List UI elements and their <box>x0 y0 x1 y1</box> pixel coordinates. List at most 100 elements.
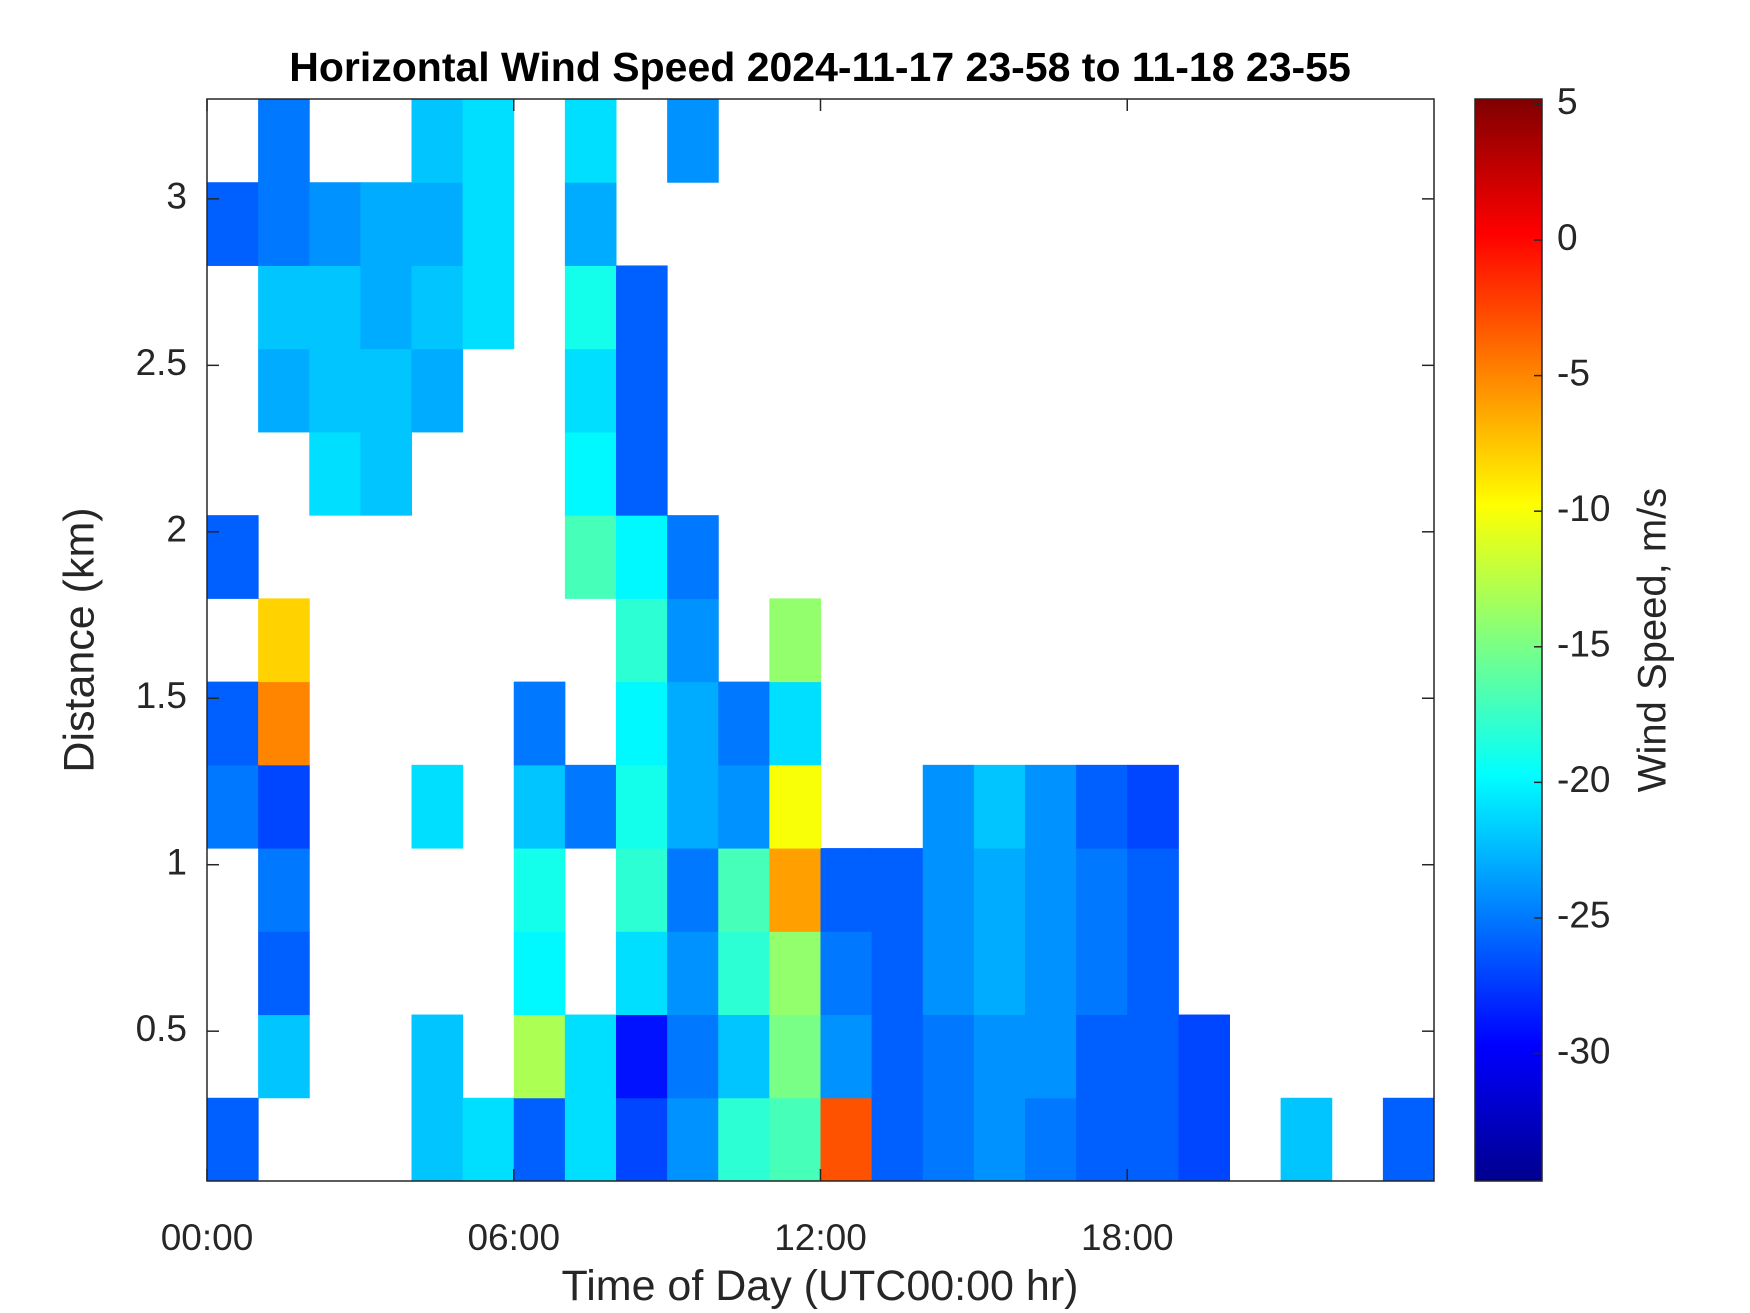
heat-cell <box>462 1097 515 1182</box>
heat-cell <box>769 598 821 683</box>
heat-cell <box>309 348 361 433</box>
heat-cell <box>360 182 412 266</box>
heat-cell <box>1076 848 1128 932</box>
y-tick-label: 2.5 <box>136 342 187 383</box>
heat-cell <box>360 431 412 516</box>
heat-cell <box>258 265 310 350</box>
heat-cell <box>258 681 310 766</box>
heat-cell <box>411 1014 464 1099</box>
heat-cell <box>616 848 668 932</box>
heat-cell <box>973 1014 1026 1099</box>
heat-cell <box>564 348 617 433</box>
heat-cell <box>258 182 310 266</box>
heat-cell <box>1178 1097 1230 1182</box>
heat-cell <box>411 182 464 266</box>
heat-cell <box>718 848 770 932</box>
heat-cell <box>1076 931 1128 1016</box>
heat-cell <box>922 848 975 932</box>
heat-cell <box>1178 1014 1230 1099</box>
heat-cell <box>564 431 617 516</box>
heat-cell <box>309 182 361 266</box>
heat-cell <box>258 598 310 683</box>
heat-cell <box>922 1014 975 1099</box>
heat-cell <box>1127 848 1179 932</box>
heat-cell <box>1076 1014 1128 1099</box>
heat-cell <box>1025 1097 1077 1182</box>
heat-cell <box>207 1097 259 1182</box>
heat-cell <box>1280 1097 1333 1182</box>
heat-cell <box>309 431 361 516</box>
heat-cell <box>667 515 719 599</box>
heat-cell <box>258 848 310 932</box>
heat-cell <box>616 764 668 849</box>
heat-cell <box>973 1097 1026 1182</box>
heat-cell <box>462 99 515 183</box>
heat-cell <box>1025 764 1077 849</box>
heat-cell <box>564 1014 617 1099</box>
y-tick-label: 1 <box>166 842 187 883</box>
heat-cell <box>1127 1014 1179 1099</box>
heat-cell <box>564 99 617 183</box>
heat-cell <box>871 1014 924 1099</box>
heat-cell <box>769 764 821 849</box>
heat-cell <box>258 348 310 433</box>
heat-cell <box>411 265 464 350</box>
heat-cell <box>769 681 821 766</box>
colorbar-tick-label: -30 <box>1557 1030 1610 1071</box>
heat-cell <box>513 681 566 766</box>
heat-cell <box>922 764 975 849</box>
heat-cell <box>667 1097 719 1182</box>
colorbar-tick-label: -20 <box>1557 759 1610 800</box>
heat-cell <box>616 431 668 516</box>
heat-cell <box>1127 764 1179 849</box>
y-tick-label: 3 <box>166 176 187 217</box>
colorbar-tick-label: 5 <box>1557 81 1578 122</box>
heat-cell <box>820 1014 873 1099</box>
heat-cell <box>207 681 259 766</box>
heat-cell <box>513 1014 566 1099</box>
heat-cell <box>258 764 310 849</box>
heat-cell <box>871 931 924 1016</box>
y-tick-label: 0.5 <box>136 1008 187 1049</box>
heat-cell <box>820 1097 873 1182</box>
heat-cell <box>564 515 617 599</box>
heat-cell <box>1076 764 1128 849</box>
heat-cell <box>616 681 668 766</box>
heat-cell <box>616 1097 668 1182</box>
x-tick-label: 06:00 <box>467 1217 560 1258</box>
heat-cell <box>667 848 719 932</box>
heat-cell <box>922 931 975 1016</box>
heat-cell <box>616 1014 668 1099</box>
y-axis-label: Distance (km) <box>55 507 103 772</box>
colorbar-tick-label: -5 <box>1557 352 1590 393</box>
heat-cell <box>411 1097 464 1182</box>
heat-cell <box>616 931 668 1016</box>
heat-cell <box>769 848 821 932</box>
heat-cell <box>667 764 719 849</box>
heat-cell <box>564 764 617 849</box>
heat-cell <box>462 265 515 350</box>
heat-cell <box>258 99 310 183</box>
colorbar-tick-label: -25 <box>1557 895 1610 936</box>
x-tick-label: 12:00 <box>774 1217 867 1258</box>
heat-cell <box>309 265 361 350</box>
heat-cell <box>922 1097 975 1182</box>
heat-cell <box>411 764 464 849</box>
heat-cell <box>718 931 770 1016</box>
heat-cell <box>616 348 668 433</box>
heat-cell <box>564 1097 617 1182</box>
heat-cell <box>667 99 719 183</box>
heat-cell <box>1025 1014 1077 1099</box>
colorbar-label: Wind Speed, m/s <box>1631 488 1675 793</box>
heat-cell <box>513 848 566 932</box>
heat-cell <box>411 99 464 183</box>
heat-cell <box>1025 848 1077 932</box>
heat-cell <box>360 265 412 350</box>
heat-cell <box>462 182 515 266</box>
x-tick-label: 00:00 <box>161 1217 254 1258</box>
heat-cell <box>1382 1097 1435 1182</box>
heat-cell <box>718 1014 770 1099</box>
heat-cell <box>718 764 770 849</box>
heat-cell <box>1127 931 1179 1016</box>
heat-cell <box>820 848 873 932</box>
